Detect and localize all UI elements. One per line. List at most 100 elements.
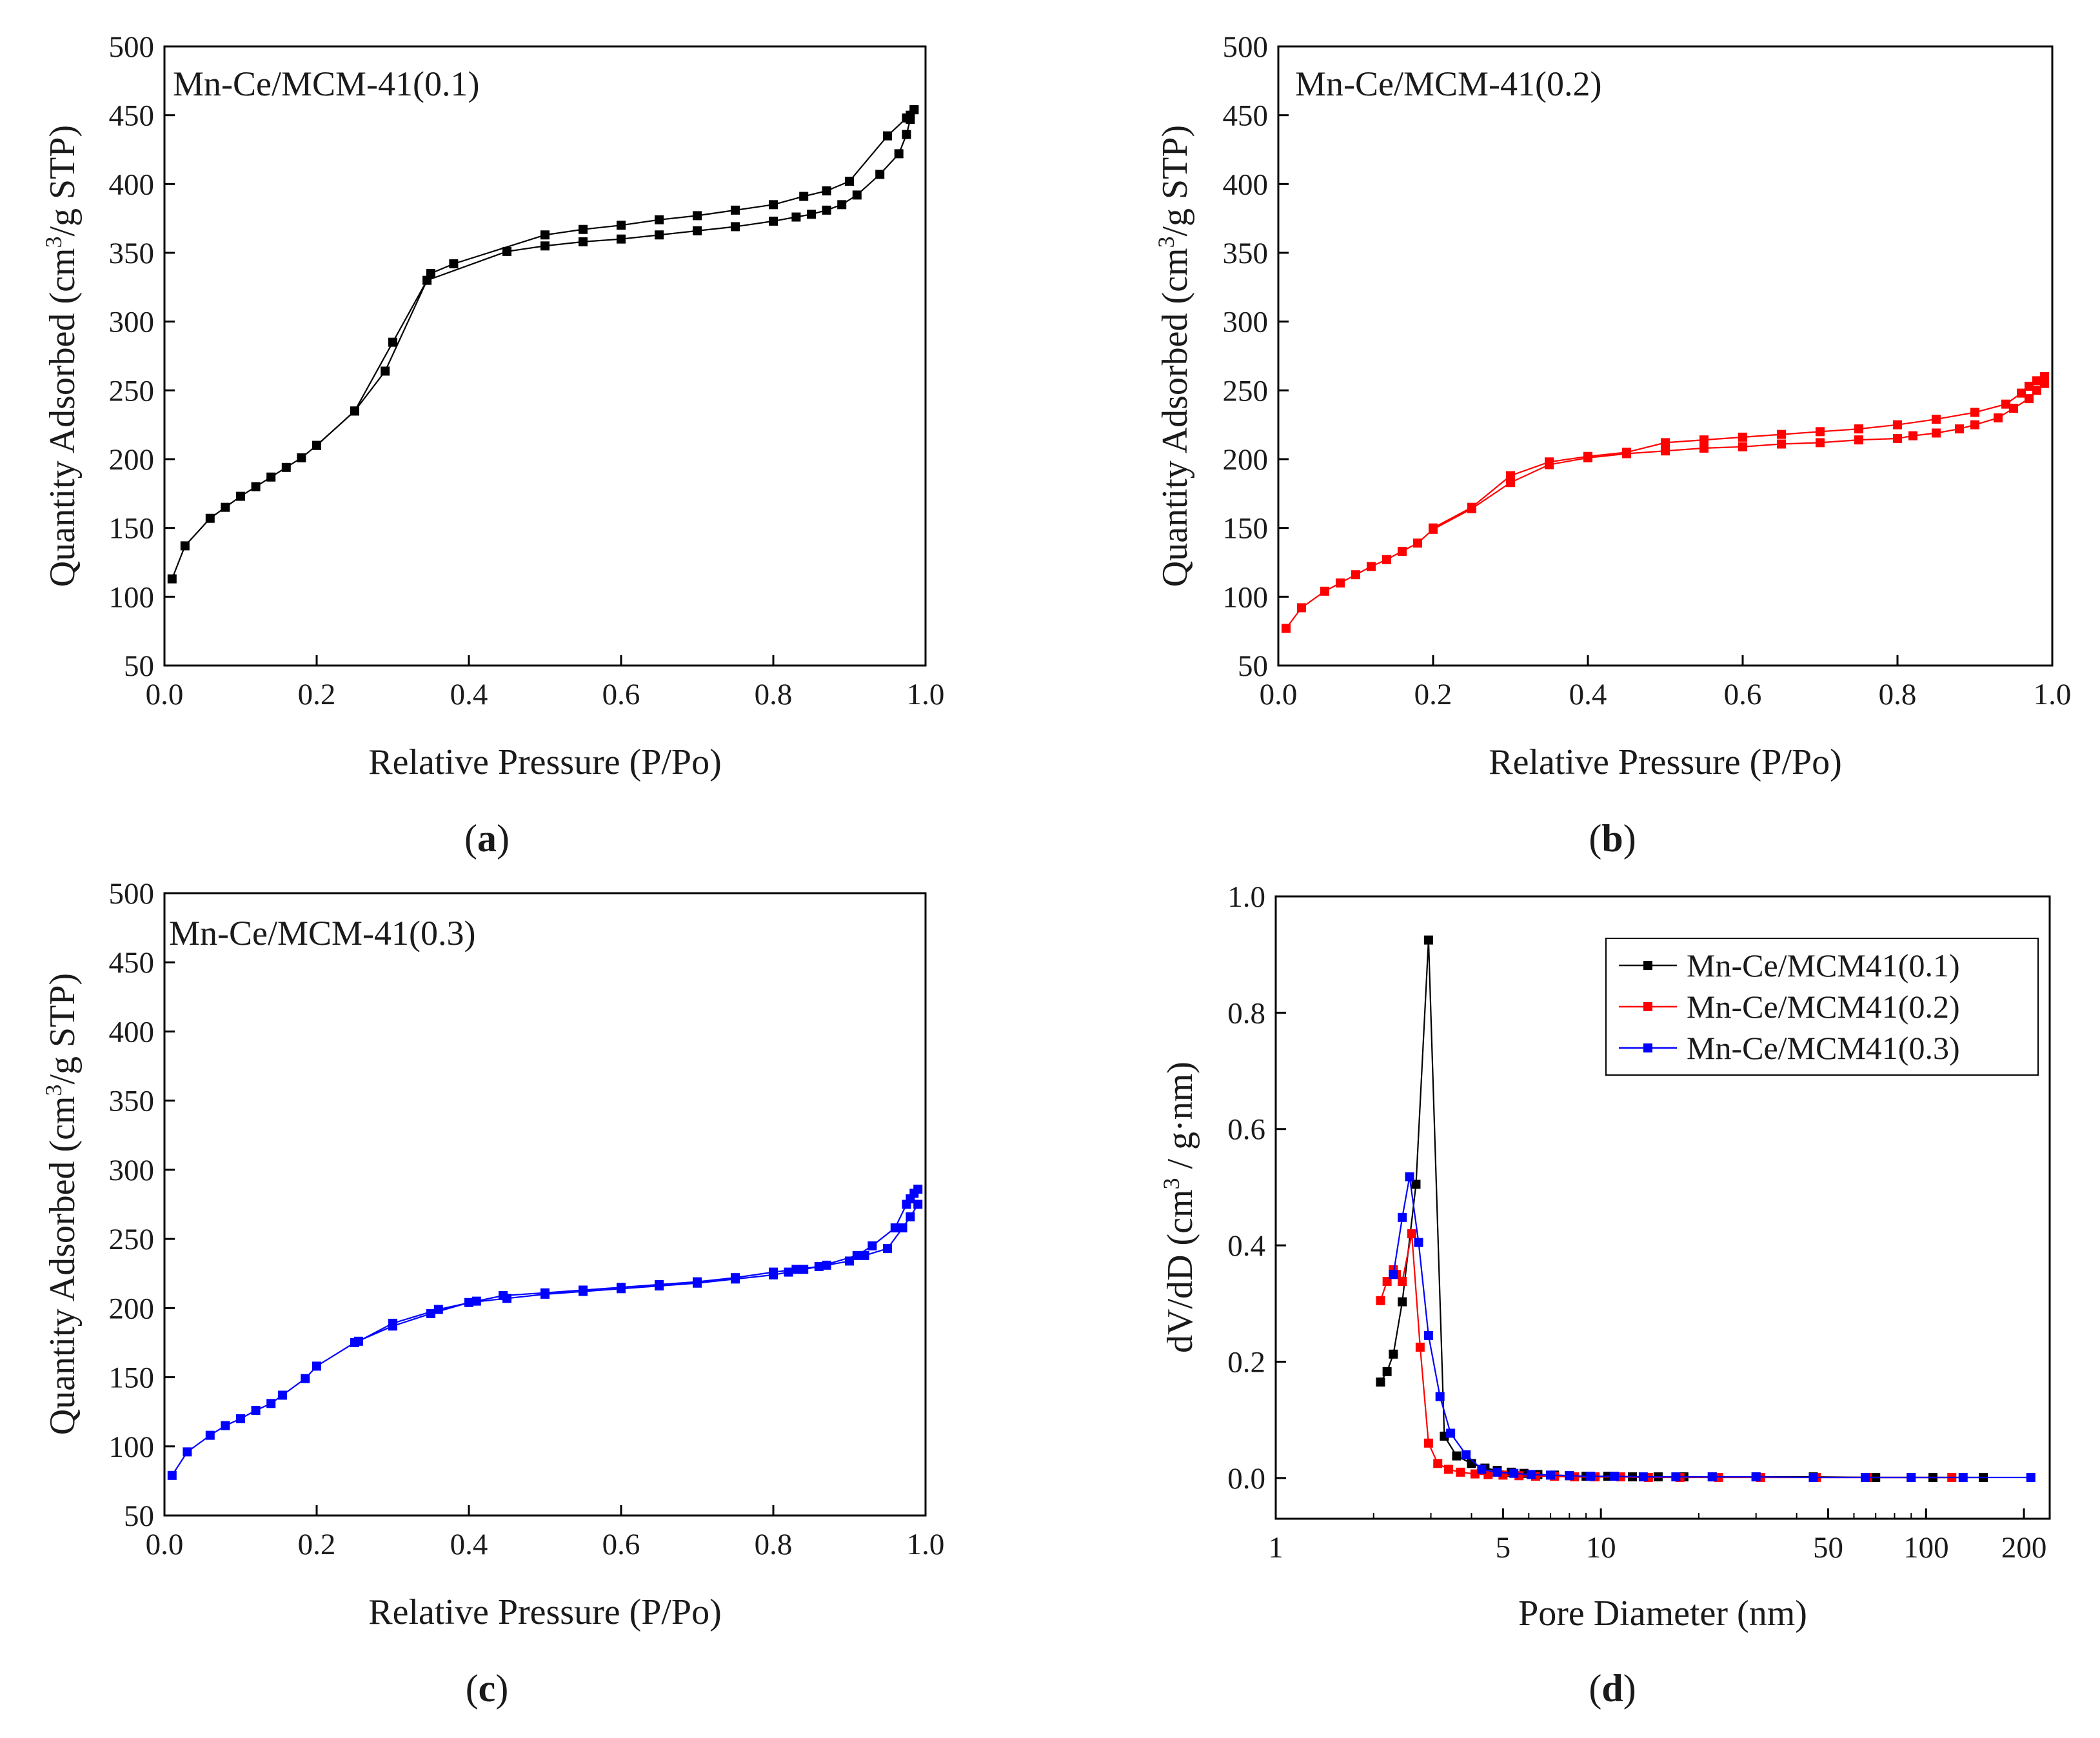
panel-d-series-2-point [1423, 1330, 1433, 1340]
panel-a-series-0-point [791, 212, 801, 222]
panel-a-series-1-point [883, 131, 892, 141]
panel-b-series-0-point [1955, 424, 1964, 434]
panel-d-x-tick-label: 100 [1903, 1531, 1949, 1565]
panel-a-series-0-point [769, 216, 778, 226]
panel-c-series-0-point [266, 1399, 276, 1408]
panel-c-series-0-point [860, 1250, 869, 1260]
panel-d-x-tick-label: 1 [1268, 1531, 1283, 1565]
panel-b-y-tick-label: 350 [1223, 237, 1269, 270]
panel-c-y-tick-label: 350 [109, 1085, 155, 1118]
panel-c-series-0-point [883, 1244, 892, 1254]
panel-c-series-0-point [913, 1200, 923, 1209]
panel-d-series-2-point [1671, 1472, 1681, 1482]
legend-marker-2 [1643, 1043, 1652, 1052]
legend-label-2: Mn-Ce/MCM41(0.3) [1687, 1030, 1960, 1066]
panel-d-y-tick-label: 0.4 [1227, 1229, 1265, 1263]
panel-a-series-0-point [693, 226, 702, 235]
panel-d-series-1-point [1456, 1467, 1465, 1477]
panel-a-x-tick-label: 0.8 [755, 678, 793, 711]
panel-c-y-tick-label: 150 [109, 1361, 155, 1395]
panel-d-series-2-point [1707, 1472, 1717, 1482]
panel-d-series-2-point [1808, 1472, 1818, 1482]
panel-d-series-2-point [1492, 1467, 1502, 1477]
panel-c-x-tick-label: 0.4 [450, 1528, 488, 1561]
panel-b-series-0-point [2040, 379, 2049, 388]
panel-c-y-tick-label: 500 [109, 877, 155, 911]
panel-c-y-tick-label: 50 [124, 1499, 154, 1533]
panel-c-y-tick-label: 200 [109, 1292, 155, 1325]
panel-c-series-1-point [655, 1279, 664, 1289]
panel-d-series-2-point [1477, 1465, 1487, 1474]
panel-c-x-tick-label: 1.0 [907, 1528, 945, 1561]
panel-b-x-tick-label: 1.0 [2034, 678, 2072, 711]
panel-d-series-0-point [1423, 935, 1433, 945]
panel-b-series-1-point [1738, 432, 1747, 442]
panel-d-series-2-point [1414, 1238, 1423, 1247]
panel-a-series-0-point [180, 541, 190, 551]
panel-a-series-1-line [316, 109, 915, 446]
panel-d-series-2-point [1526, 1470, 1536, 1479]
panel-c-series-1-point [499, 1291, 508, 1301]
panel-d-series-2-point [1389, 1270, 1398, 1279]
panel-c-x-tick-label: 0.6 [602, 1528, 640, 1561]
panel-a-x-tick-label: 1.0 [907, 678, 945, 711]
panel-b-y-tick-label: 500 [1223, 30, 1269, 64]
panel-a-x-tick-label: 0.0 [146, 678, 184, 711]
panel-d-series-1-point [1415, 1342, 1425, 1352]
panel-a-title: Mn-Ce/MCM-41(0.1) [173, 64, 479, 103]
panel-b-x-tick-label: 0.2 [1414, 678, 1452, 711]
panel-a-series-1-point [845, 177, 854, 186]
panel-d-series-1-point [1398, 1277, 1407, 1287]
panel-d-x-tick-label: 200 [2001, 1531, 2047, 1565]
panel-a-series-1-point [799, 192, 809, 201]
panel-a-series-1-point [822, 186, 831, 195]
panel-a-y-tick-label: 300 [109, 306, 155, 339]
panel-d-caption: (d) [1589, 1667, 1636, 1710]
panel-b-series-1-point [2040, 372, 2049, 381]
panel-a-series-0-point [167, 574, 177, 584]
panel-a-series-0-point [875, 170, 885, 179]
panel-b-series-0-point [1351, 570, 1360, 580]
panel-d-series-2-point [1446, 1428, 1456, 1438]
panel-c-series-1-point [617, 1283, 626, 1292]
panel-b-series-1-point [1429, 523, 1438, 533]
panel-b-series-0-point [1661, 446, 1670, 456]
panel-d-x-tick-label: 50 [1813, 1531, 1843, 1565]
panel-b-series-1-point [1545, 457, 1554, 467]
panel-b-series-0-point [1777, 439, 1786, 449]
panel-d-series-2-point [1610, 1472, 1620, 1481]
panel-c-series-0-point [898, 1223, 907, 1232]
panel-d-series-2-point [1565, 1471, 1574, 1481]
panel-b-series-0-point [1367, 562, 1376, 571]
panel-b-series-1-point [1893, 420, 1902, 430]
panel-c-series-0-point [236, 1414, 245, 1423]
panel-c-plot-frame [163, 892, 927, 1517]
panel-a-x-tick-label: 0.6 [602, 678, 640, 711]
panel-d-pore-distribution: 1 5 10 50 100 200 0.0 0.2 0.4 0.6 0.8 1.0 Pore Diam… [1158, 880, 2051, 1710]
panel-d-series-2-point [1638, 1472, 1648, 1482]
panel-b-series-1-point [1467, 502, 1476, 512]
panel-b-series-0-point [1816, 438, 1825, 448]
panel-c-series-0-point [312, 1361, 321, 1371]
panel-b-series-0-point [1382, 555, 1391, 564]
panel-b-series-1-point [2032, 376, 2041, 386]
panel-c-series-1-point [890, 1223, 900, 1232]
panel-a-series-0-point [902, 130, 911, 139]
panel-b-series-1-point [1777, 430, 1786, 439]
panel-c-y-tick-label: 100 [109, 1430, 155, 1464]
panel-d-series-2-point [1907, 1472, 1916, 1482]
panel-c-series-0-point [221, 1421, 230, 1430]
panel-a-series-0-point [221, 502, 230, 512]
panel-b-series-0-point [1413, 538, 1422, 548]
panel-d-series-0-point [1452, 1451, 1461, 1461]
panel-d-series-2-line [1392, 1176, 2031, 1479]
panel-a-series-0-point [502, 246, 511, 256]
panel-d-y-tick-label: 1.0 [1227, 880, 1265, 914]
panel-d-series-1-point [1407, 1229, 1416, 1239]
panel-a-series-1-point [902, 113, 911, 123]
panel-c-series-1-point [540, 1288, 550, 1298]
panel-b-series-1-line [1432, 376, 2045, 529]
panel-b-series-0-point [1738, 442, 1747, 451]
panel-b-series-1-point [1699, 435, 1709, 445]
panel-a-series-0-point [731, 222, 740, 232]
